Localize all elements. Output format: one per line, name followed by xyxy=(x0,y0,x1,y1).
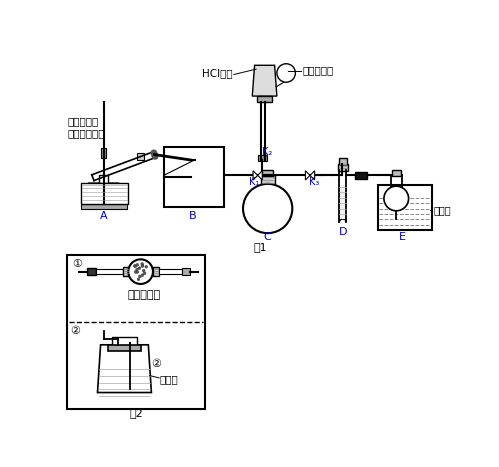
Circle shape xyxy=(277,64,295,82)
Text: ②: ② xyxy=(70,326,80,336)
Bar xyxy=(379,196,430,228)
Polygon shape xyxy=(253,171,257,180)
Circle shape xyxy=(142,269,145,272)
Bar xyxy=(338,164,348,171)
Bar xyxy=(123,267,129,276)
Bar xyxy=(112,337,137,347)
Text: E: E xyxy=(399,232,406,242)
Bar xyxy=(378,185,432,230)
Text: 干瘪的气球: 干瘪的气球 xyxy=(302,65,333,75)
Circle shape xyxy=(243,184,292,233)
Circle shape xyxy=(133,264,136,267)
Text: 碱石灰固体: 碱石灰固体 xyxy=(128,290,161,300)
Circle shape xyxy=(141,265,144,268)
Polygon shape xyxy=(305,171,310,180)
FancyArrowPatch shape xyxy=(154,153,155,156)
Circle shape xyxy=(141,264,144,267)
Circle shape xyxy=(136,268,139,271)
Circle shape xyxy=(134,265,137,268)
Text: K₂: K₂ xyxy=(262,147,272,156)
Text: 图2: 图2 xyxy=(129,408,143,417)
Bar xyxy=(80,204,127,208)
Circle shape xyxy=(138,267,141,269)
Bar xyxy=(182,268,190,276)
Bar xyxy=(87,268,96,276)
Bar xyxy=(355,171,367,179)
Bar xyxy=(101,149,106,158)
Text: 蒸馏水: 蒸馏水 xyxy=(433,205,451,215)
Circle shape xyxy=(139,275,141,278)
Polygon shape xyxy=(252,65,277,96)
Circle shape xyxy=(384,186,409,211)
Polygon shape xyxy=(97,345,151,393)
Bar xyxy=(99,176,108,183)
Text: A: A xyxy=(100,211,107,221)
Text: D: D xyxy=(338,226,347,237)
Text: ①: ① xyxy=(72,259,82,269)
Circle shape xyxy=(141,262,144,265)
Polygon shape xyxy=(88,183,119,204)
Text: HCl气体: HCl气体 xyxy=(203,68,233,78)
Bar xyxy=(257,155,267,161)
Circle shape xyxy=(128,259,153,284)
Bar xyxy=(164,147,224,207)
Text: 图1: 图1 xyxy=(253,242,267,252)
Circle shape xyxy=(145,265,148,268)
Bar xyxy=(101,366,148,400)
Text: 浓硫酸: 浓硫酸 xyxy=(160,375,179,384)
Circle shape xyxy=(141,274,144,276)
Text: C: C xyxy=(264,232,271,242)
Bar xyxy=(67,255,205,409)
Circle shape xyxy=(134,270,137,273)
Bar xyxy=(159,269,182,274)
Text: K₃: K₃ xyxy=(309,177,319,187)
Bar xyxy=(96,269,123,274)
Circle shape xyxy=(136,263,139,266)
Bar xyxy=(262,170,273,176)
Bar xyxy=(80,183,128,204)
Bar xyxy=(153,267,159,276)
Text: ②: ② xyxy=(151,359,161,369)
Polygon shape xyxy=(257,171,262,180)
Bar xyxy=(257,96,272,102)
Text: K₁: K₁ xyxy=(250,177,259,187)
Bar xyxy=(137,153,145,160)
Circle shape xyxy=(137,278,140,281)
Text: B: B xyxy=(189,211,197,221)
Bar xyxy=(392,170,401,176)
Bar xyxy=(339,185,346,219)
Bar xyxy=(261,176,274,187)
Bar xyxy=(338,158,347,164)
Polygon shape xyxy=(93,189,114,202)
Circle shape xyxy=(143,272,146,275)
Bar xyxy=(108,345,141,351)
Text: 化肥固体和
氢氧化钙固体: 化肥固体和 氢氧化钙固体 xyxy=(67,116,105,138)
Polygon shape xyxy=(310,171,315,180)
Circle shape xyxy=(136,271,139,274)
